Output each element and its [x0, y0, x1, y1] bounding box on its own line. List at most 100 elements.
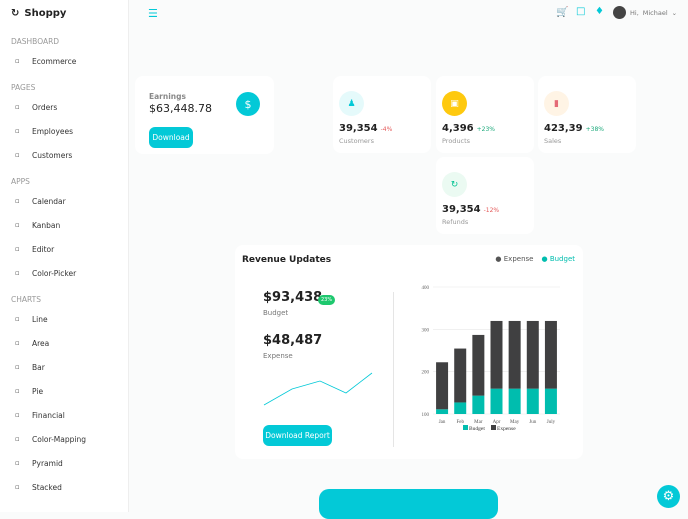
sidebar-item-editor[interactable]: ▫ Editor — [0, 237, 128, 261]
chat-icon[interactable]: □ — [576, 6, 586, 17]
pie-icon: ▫ — [15, 387, 20, 395]
y-tick-label: 300 — [422, 328, 430, 333]
download-report-button[interactable]: Download Report — [263, 425, 332, 446]
budget-value: $93,438 — [263, 290, 323, 305]
bar-expense[interactable] — [490, 320, 503, 389]
stat-value: 39,354 -4% — [339, 123, 393, 134]
stat-value: 423,39 +38% — [544, 123, 604, 134]
bar-expense[interactable] — [508, 320, 521, 389]
earnings-label: Earnings — [149, 92, 186, 101]
refresh-icon[interactable]: ↻ — [442, 172, 467, 197]
sidebar-item-area[interactable]: ▫ Area — [0, 331, 128, 355]
dollar-icon[interactable]: $ — [236, 92, 260, 116]
sidebar-item-employees[interactable]: ▫ Employees — [0, 119, 128, 143]
sidebar-item-stacked[interactable]: ▫ Stacked — [0, 475, 128, 499]
bar-budget[interactable] — [544, 388, 557, 414]
sidebar-item-kanban[interactable]: ▫ Kanban — [0, 213, 128, 237]
revenue-title: Revenue Updates — [242, 255, 332, 265]
stat-label: Customers — [339, 137, 374, 145]
sidebar-item-label: Bar — [32, 362, 45, 372]
bar-expense[interactable] — [436, 362, 449, 410]
section-title: Dashboard — [11, 37, 60, 46]
sidebar-item-color-picker[interactable]: ▫ Color-Picker — [0, 261, 128, 285]
legend-budget: ● Budget — [541, 255, 575, 263]
area-icon: ▫ — [15, 339, 20, 347]
stat-value: 39,354 -12% — [442, 204, 500, 215]
bar-expense[interactable] — [454, 348, 467, 403]
sidebar-item-label: Color-Picker — [32, 268, 77, 278]
bag-icon: ▫ — [15, 57, 20, 65]
stat-card-refunds: ↻ 39,354 -12% Refunds — [436, 157, 534, 234]
sidebar-item-label: Customers — [32, 150, 73, 160]
bar-budget[interactable] — [490, 388, 503, 414]
sidebar-item-pie[interactable]: ▫ Pie — [0, 379, 128, 403]
bar-expense[interactable] — [472, 334, 485, 396]
sidebar-item-label: Area — [32, 338, 50, 348]
download-button[interactable]: Download — [149, 127, 193, 148]
stat-change: -4% — [380, 126, 393, 133]
sidebar-item-orders[interactable]: ▫ Orders — [0, 95, 128, 119]
section-title: Pages — [11, 83, 36, 92]
bar-budget[interactable] — [454, 402, 467, 414]
stat-card-products: ▣ 4,396 +23% Products — [436, 76, 534, 153]
bar-budget[interactable] — [436, 409, 449, 414]
bar-expense[interactable] — [526, 320, 539, 389]
stat-value: 4,396 +23% — [442, 123, 496, 134]
menu-icon[interactable]: ☰ — [148, 7, 158, 20]
budget-label: Budget — [263, 309, 289, 317]
stat-card-sales: ▮ 423,39 +38% Sales — [538, 76, 636, 153]
sidebar-item-label: Editor — [32, 244, 55, 254]
sparkline — [263, 372, 373, 406]
stat-change: +38% — [585, 126, 604, 133]
box-icon[interactable]: ▣ — [442, 91, 467, 116]
sidebar-item-financial[interactable]: ▫ Financial — [0, 403, 128, 427]
sidebar-item-label: Orders — [32, 102, 58, 112]
cart-icon[interactable]: 🛒 — [556, 7, 569, 18]
x-tick-label: July — [547, 420, 556, 425]
sidebar-item-calendar[interactable]: ▫ Calendar — [0, 189, 128, 213]
sidebar-item-ecommerce[interactable]: ▫ Ecommerce — [0, 49, 128, 73]
legend: ● Expense ● Budget — [495, 255, 575, 263]
sidebar-item-color-mapping[interactable]: ▫ Color-Mapping — [0, 427, 128, 451]
bar-expense[interactable] — [544, 320, 557, 389]
x-tick-label: May — [510, 420, 520, 425]
app-name: Shoppy — [24, 8, 67, 19]
legend-expense-icon — [491, 425, 496, 430]
x-tick-label: Jan — [439, 420, 446, 425]
bar-chart-icon[interactable]: ▮ — [544, 91, 569, 116]
sidebar-item-label: Calendar — [32, 196, 66, 206]
financial-icon: ▫ — [15, 411, 20, 419]
bell-icon[interactable]: ♦ — [595, 6, 604, 17]
sidebar-item-pyramid[interactable]: ▫ Pyramid — [0, 451, 128, 475]
y-tick-label: 400 — [422, 286, 430, 291]
stat-card-customers: ♟ 39,354 -4% Customers — [333, 76, 431, 153]
calendar-icon: ▫ — [15, 197, 20, 205]
users-icon[interactable]: ♟ — [339, 91, 364, 116]
revenue-card: Revenue Updates ● Expense ● Budget $93,4… — [235, 245, 583, 459]
bar-budget[interactable] — [508, 388, 521, 414]
y-tick-label: 200 — [422, 371, 430, 376]
stat-label: Refunds — [442, 218, 469, 226]
pyramid-icon: ▫ — [15, 459, 20, 467]
section-title: Apps — [11, 177, 30, 186]
settings-icon[interactable]: ⚙ — [657, 485, 680, 508]
earnings-card: Earnings $63,448.78 $ Download — [135, 76, 274, 154]
palette-icon: ▫ — [15, 269, 20, 277]
sidebar-item-customers[interactable]: ▫ Customers — [0, 143, 128, 167]
edit-icon: ▫ — [15, 245, 20, 253]
sidebar-item-bar[interactable]: ▫ Bar — [0, 355, 128, 379]
legend-expense: ● Expense — [495, 255, 534, 263]
bar-budget[interactable] — [472, 395, 485, 414]
logo[interactable]: ↻ Shoppy — [0, 0, 128, 27]
sidebar-item-line[interactable]: ▫ Line — [0, 307, 128, 331]
legend-expense: Expense — [497, 426, 516, 432]
sidebar-item-label: Stacked — [32, 482, 62, 492]
x-tick-label: Mar — [474, 420, 483, 425]
user-profile[interactable]: Hi, Michael ⌄ — [613, 6, 677, 19]
sidebar-item-label: Kanban — [32, 220, 61, 230]
bar-budget[interactable] — [526, 388, 539, 414]
revenue-chart: 100 200 300 400 Jan Feb Mar Apr May Jun July Budget… — [422, 286, 560, 432]
stat-label: Products — [442, 137, 471, 145]
divider — [393, 292, 394, 447]
sidebar: ↻ Shoppy Dashboard ▫ Ecommerce Pages ▫ Orders ▫… — [0, 0, 129, 512]
